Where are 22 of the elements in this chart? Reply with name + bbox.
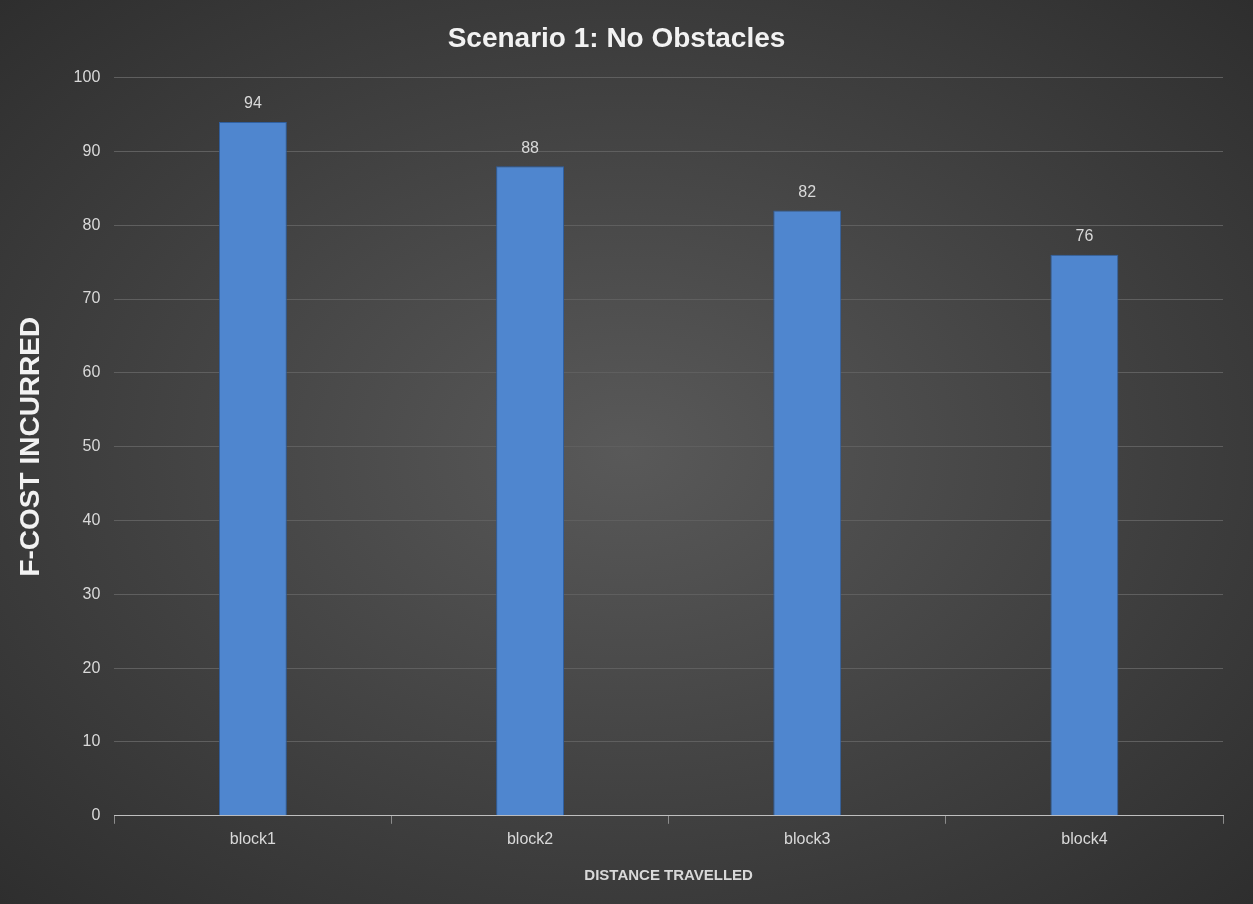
x-axis-title: DISTANCE TRAVELLED <box>584 866 754 884</box>
x-tick-label: block3 <box>784 829 831 847</box>
data-label: 76 <box>1075 227 1094 245</box>
y-tick-label: 90 <box>82 141 101 159</box>
y-axis-title: F-COST INCURRED <box>13 316 45 577</box>
y-tick-label: 20 <box>82 658 101 676</box>
y-tick-label: 100 <box>73 68 101 86</box>
y-tick-label: 0 <box>91 806 101 824</box>
data-label: 88 <box>521 138 540 156</box>
y-tick-label: 60 <box>82 363 101 381</box>
y-tick-label: 70 <box>82 289 101 307</box>
data-label: 94 <box>243 94 262 112</box>
data-label: 82 <box>798 182 817 200</box>
x-tick-label: block1 <box>229 829 277 847</box>
y-tick-label: 80 <box>82 215 101 233</box>
y-tick-label: 30 <box>82 584 101 602</box>
chart-title: Scenario 1: No Obstacles <box>447 21 786 53</box>
x-tick-label: block2 <box>506 829 554 847</box>
y-tick-label: 10 <box>82 732 101 750</box>
y-tick-label: 40 <box>82 510 101 528</box>
x-tick-label: block4 <box>1061 829 1108 847</box>
y-tick-label: 50 <box>82 437 101 455</box>
